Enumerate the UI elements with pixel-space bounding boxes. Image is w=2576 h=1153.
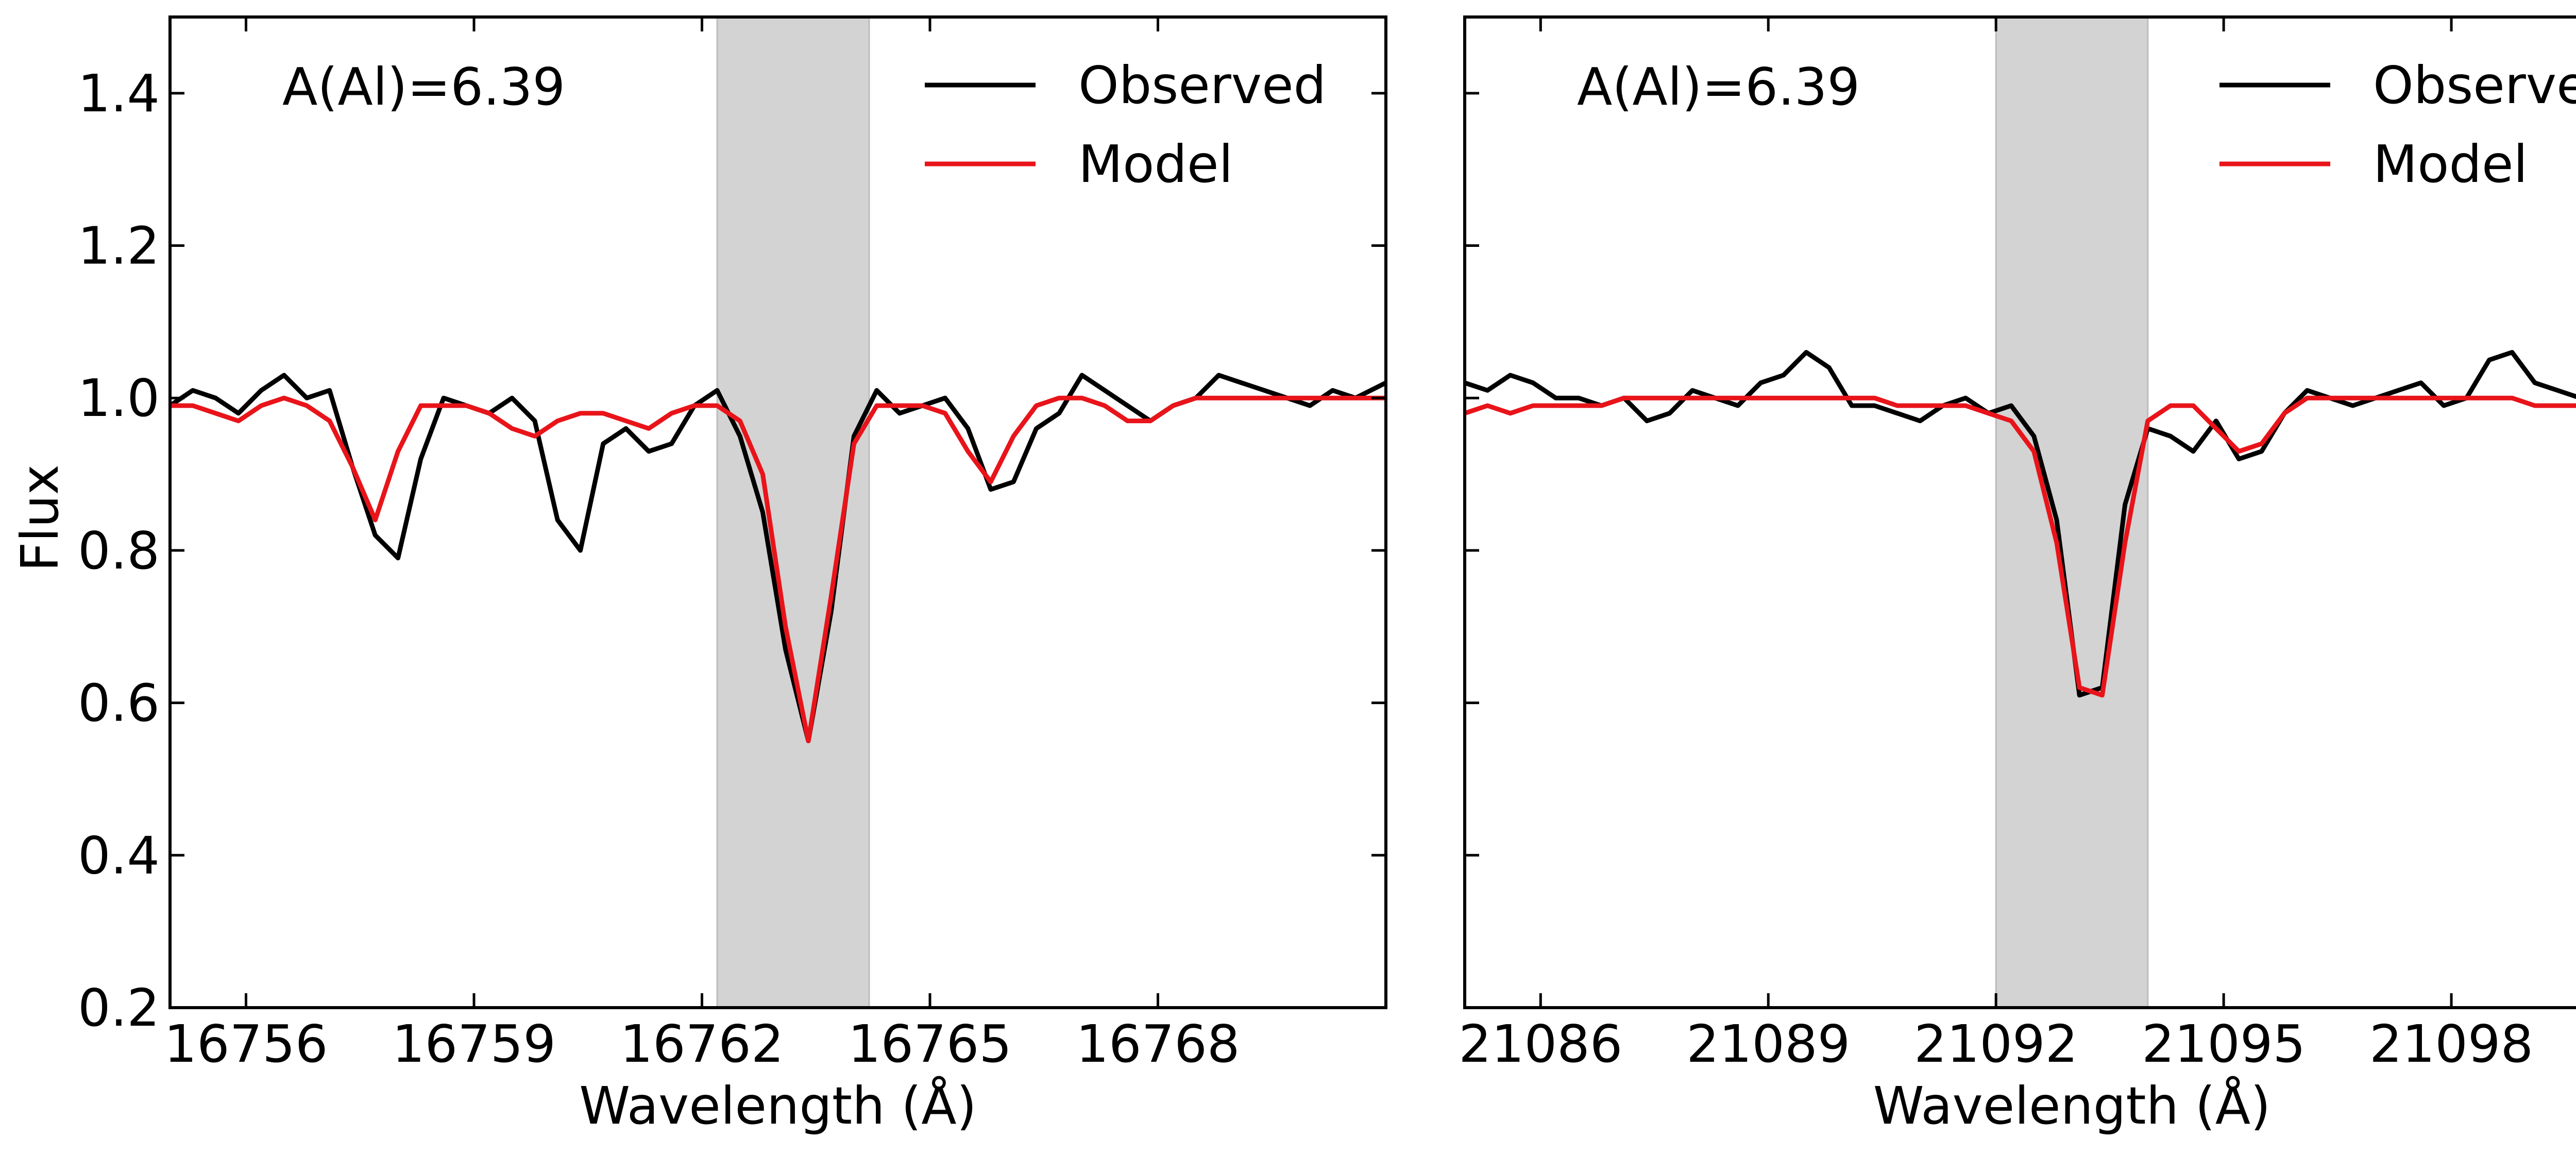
x-tick-label: 21092 bbox=[1914, 1014, 2078, 1074]
y-tick-label: 0.6 bbox=[78, 673, 160, 733]
x-tick-label: 21086 bbox=[1459, 1014, 1622, 1074]
left-spectrum-panel: 0.2 0.4 0.6 0.8 1.0 1.2 1.4 16756 16759 16762 1676… bbox=[78, 15, 1387, 1136]
series-line-model bbox=[1465, 395, 2576, 698]
x-tick-label: 16768 bbox=[1076, 1014, 1240, 1074]
x-tick-label: 21095 bbox=[2142, 1014, 2306, 1074]
x-tick-label: 16765 bbox=[848, 1014, 1012, 1074]
y-tick-label: 1.2 bbox=[78, 216, 160, 276]
x-axis-label: Wavelength (Å) bbox=[1873, 1075, 2270, 1136]
x-tick-label: 21089 bbox=[1686, 1014, 1850, 1074]
y-axis-label: Flux bbox=[10, 464, 70, 572]
abundance-annotation: A(Al)=6.39 bbox=[1577, 57, 1860, 117]
y-tick-label: 1.0 bbox=[78, 368, 160, 428]
plot-frame bbox=[168, 15, 1387, 1009]
x-axis-label: Wavelength (Å) bbox=[579, 1075, 976, 1136]
y-tick-label: 0.4 bbox=[78, 825, 160, 885]
series-line-model bbox=[170, 395, 1386, 743]
x-tick-label: 16762 bbox=[620, 1014, 784, 1074]
x-tick-label: 16759 bbox=[392, 1014, 556, 1074]
legend-label-model: Model bbox=[1078, 134, 1233, 194]
y-tick-label: 0.8 bbox=[78, 521, 160, 581]
right-spectrum-panel: 21086 21089 21092 21095 21098 Wavelength (Å) A… bbox=[1459, 15, 2576, 1136]
abundance-annotation: A(Al)=6.39 bbox=[282, 57, 565, 117]
y-tick-label: 1.4 bbox=[78, 63, 160, 124]
y-tick-label: 0.2 bbox=[78, 978, 160, 1038]
legend-label-observed: Observed bbox=[1078, 55, 1326, 115]
x-tick-label: 16756 bbox=[164, 1014, 328, 1074]
legend-label-observed: Observed bbox=[2373, 55, 2576, 115]
x-tick-label: 21098 bbox=[2369, 1014, 2533, 1074]
plot-frame bbox=[1463, 15, 2576, 1009]
legend-label-model: Model bbox=[2373, 134, 2528, 194]
